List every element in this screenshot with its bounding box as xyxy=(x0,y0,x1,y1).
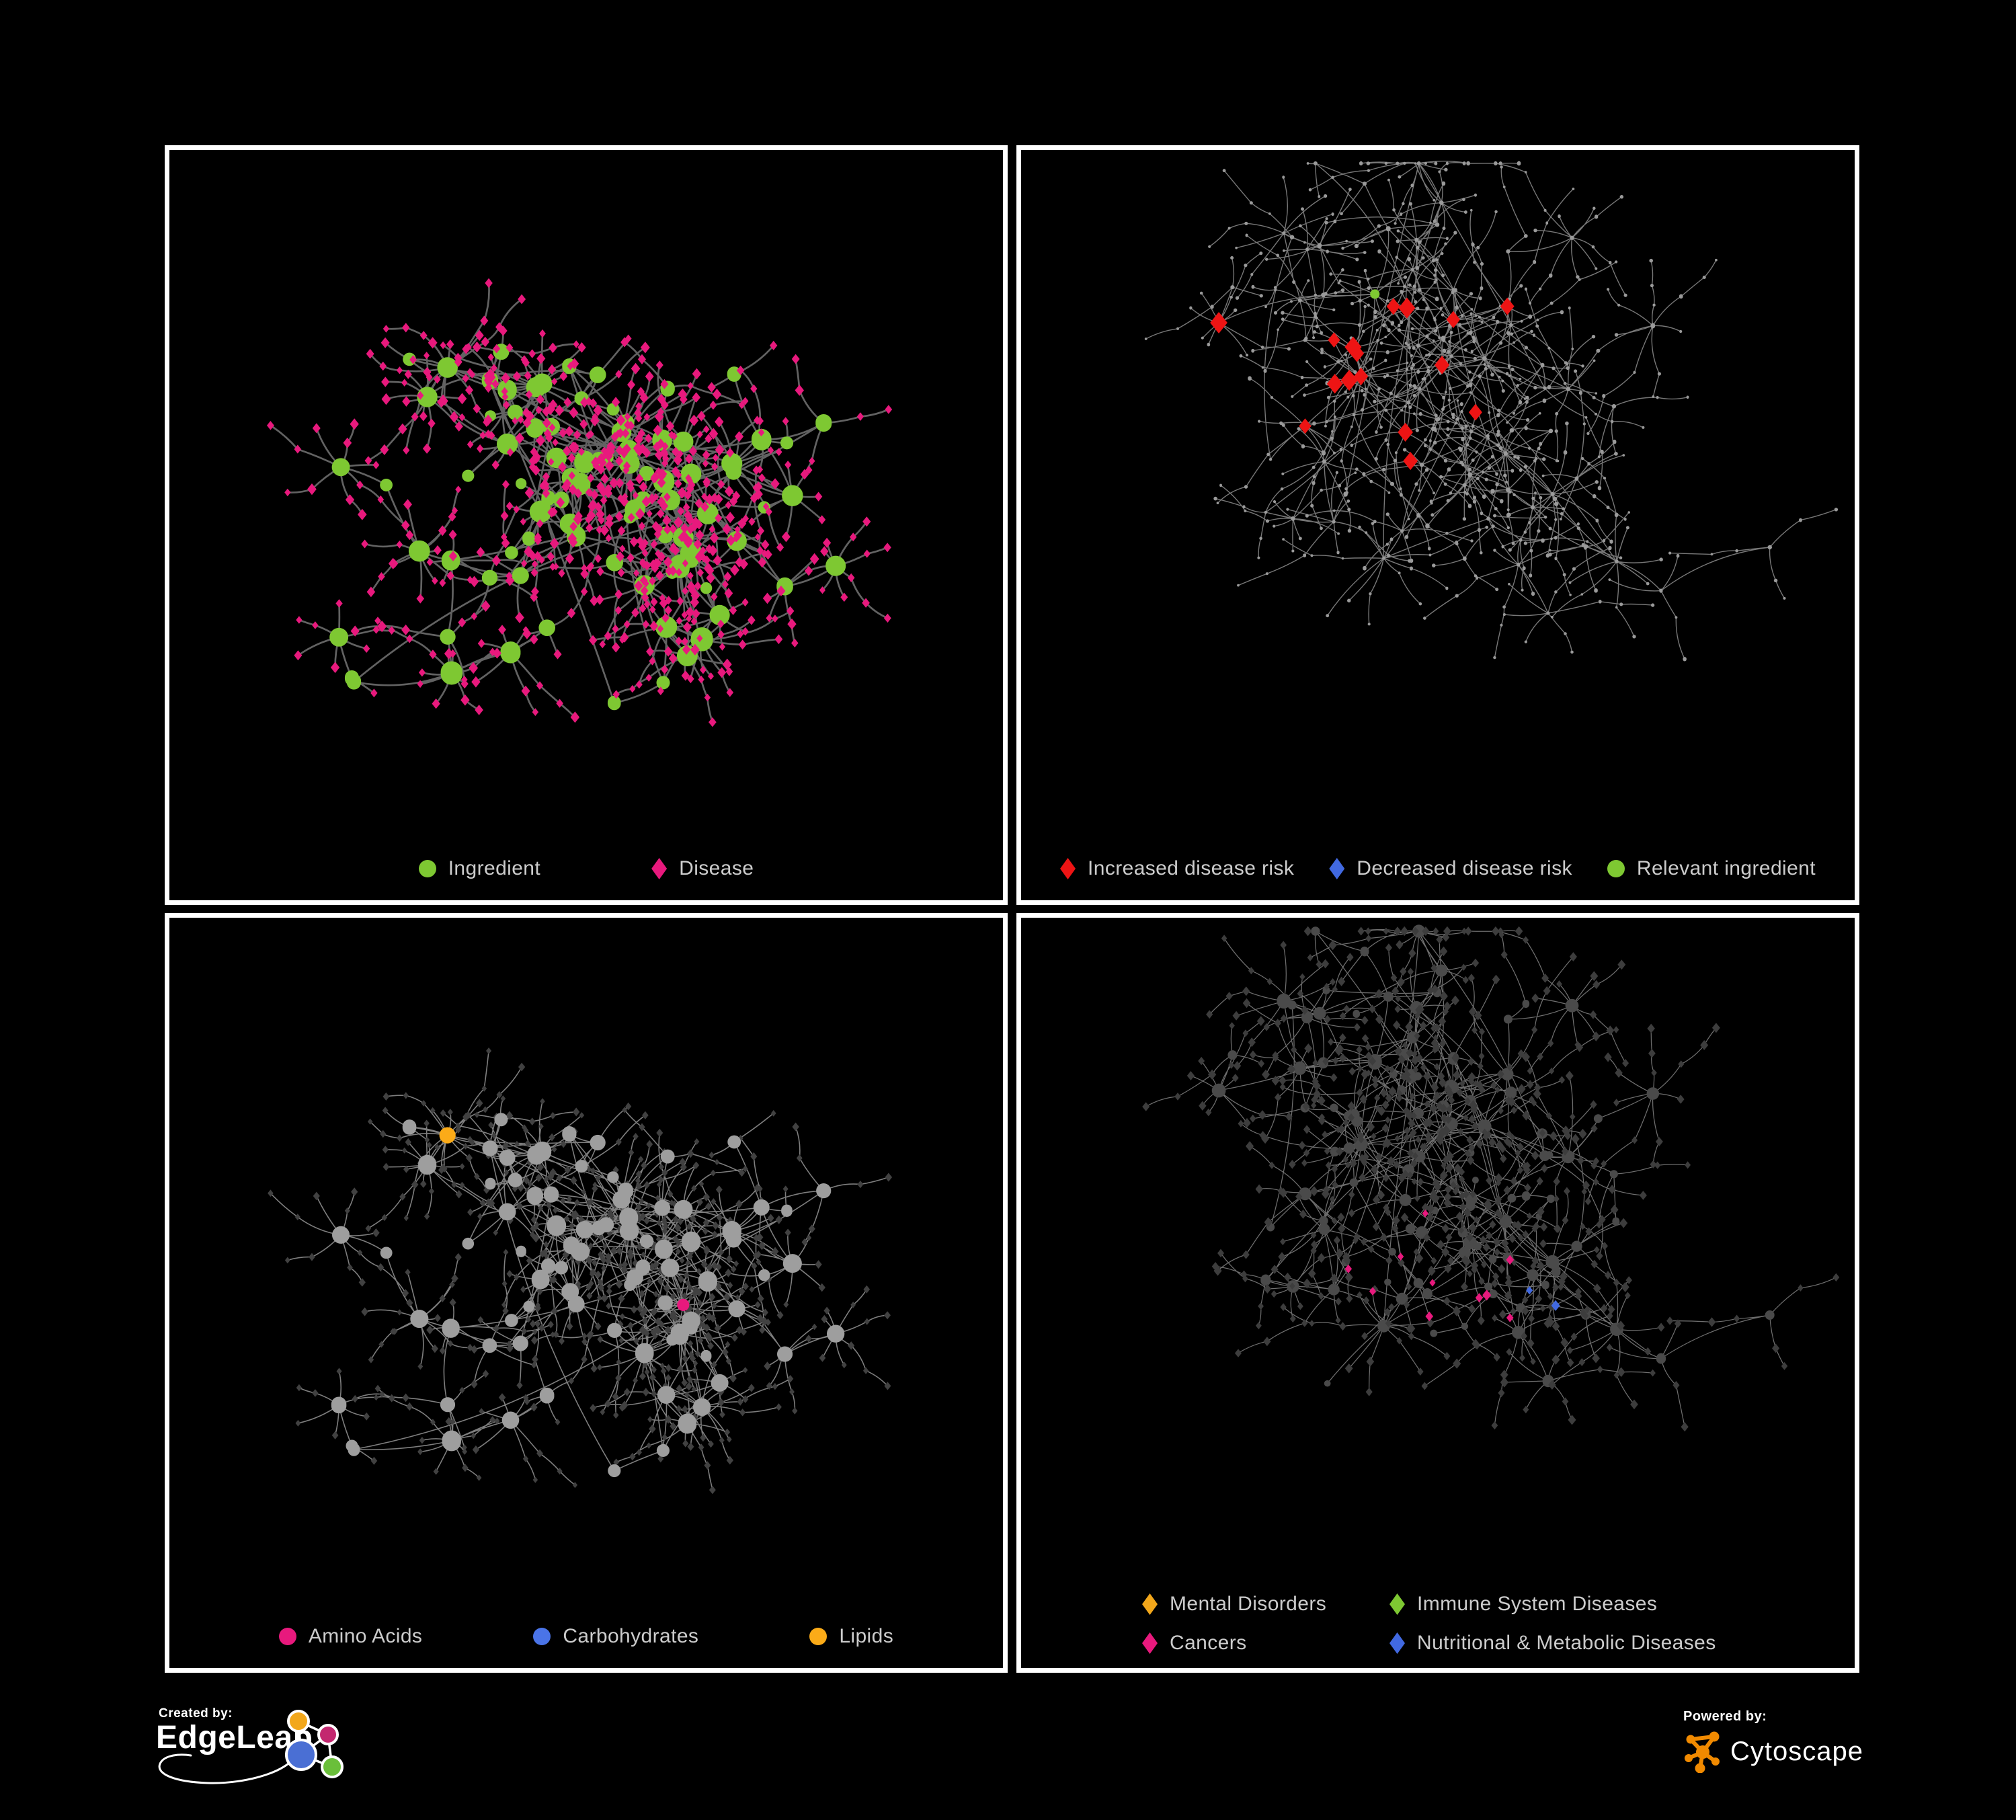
edgeleap-node-magenta xyxy=(317,1724,339,1745)
legend-item: Disease xyxy=(651,857,754,880)
panel-ingredient-disease: Ingredient Disease xyxy=(165,145,1008,905)
legend-swatch-circle xyxy=(1607,860,1625,877)
cytoscape-icon xyxy=(1685,1731,1720,1773)
legend-label: Cancers xyxy=(1170,1632,1247,1654)
legend-label: Disease xyxy=(679,857,754,879)
disease-classes-network-graph xyxy=(1142,924,1840,1432)
edgeleap-node-orange xyxy=(287,1710,310,1733)
cytoscape-wordmark: Cytoscape xyxy=(1730,1736,1863,1766)
legend-label: Increased disease risk xyxy=(1088,857,1295,879)
legend-item: Lipids xyxy=(809,1625,893,1648)
legend-swatch-circle xyxy=(278,1628,296,1645)
legend-item: Carbohydrates xyxy=(533,1625,698,1648)
disease-classes-legend: Mental Disorders Immune System Diseases Ca… xyxy=(1142,1593,1716,1655)
disease-risk-legend: Increased disease risk Decreased disease … xyxy=(1021,857,1855,880)
ingredient-disease-network-graph xyxy=(267,278,893,727)
legend-item: Decreased disease risk xyxy=(1329,857,1572,880)
edgeleap-credit: Created by: EdgeLeap xyxy=(156,1706,358,1801)
legend-item: Nutritional & Metabolic Diseases xyxy=(1389,1632,1716,1655)
cytoscape-credit: Powered by: Cytoscape xyxy=(1683,1709,1871,1773)
legend-swatch-circle xyxy=(809,1628,828,1645)
legend-swatch-diamond xyxy=(651,858,668,879)
legend-label: Amino Acids xyxy=(308,1625,423,1647)
legend-swatch-circle xyxy=(418,860,436,877)
legend-swatch-diamond xyxy=(1142,1593,1158,1615)
ingredient-classes-legend: Amino Acids Carbohydrates Lipids xyxy=(169,1625,1003,1648)
panel-disease-risk: Increased disease risk Decreased disease … xyxy=(1016,145,1859,905)
legend-swatch-diamond xyxy=(1060,858,1076,879)
edgeleap-swoosh-graphic xyxy=(158,1744,300,1784)
disease-risk-network-graph xyxy=(1144,160,1839,662)
legend-label: Ingredient xyxy=(448,857,541,879)
powered-by-label: Powered by: xyxy=(1683,1709,1767,1724)
legend-swatch-diamond xyxy=(1389,1632,1405,1654)
legend-label: Mental Disorders xyxy=(1170,1593,1327,1615)
created-by-label: Created by: xyxy=(159,1706,233,1720)
legend-swatch-diamond xyxy=(1329,858,1345,879)
legend-item: Cancers xyxy=(1142,1632,1389,1655)
panel-ingredient-classes: Amino Acids Carbohydrates Lipids xyxy=(165,913,1008,1673)
legend-item: Ingredient xyxy=(418,857,541,880)
legend-swatch-circle xyxy=(533,1628,551,1645)
legend-label: Lipids xyxy=(839,1625,894,1647)
legend-swatch-diamond xyxy=(1142,1632,1158,1654)
legend-label: Decreased disease risk xyxy=(1357,857,1572,879)
legend-item: Immune System Diseases xyxy=(1389,1593,1716,1616)
edgeleap-logo-graphic xyxy=(285,1710,344,1778)
ingredient-disease-legend: Ingredient Disease xyxy=(169,857,1003,880)
legend-item: Mental Disorders xyxy=(1142,1593,1389,1616)
ingredient-classes-network-graph xyxy=(268,1047,893,1495)
legend-item: Relevant ingredient xyxy=(1607,857,1816,880)
legend-label: Nutritional & Metabolic Diseases xyxy=(1417,1632,1716,1654)
legend-label: Relevant ingredient xyxy=(1636,857,1816,879)
edgeleap-node-blue xyxy=(285,1739,317,1771)
panel-disease-classes: Mental Disorders Immune System Diseases Ca… xyxy=(1016,913,1859,1673)
legend-label: Carbohydrates xyxy=(563,1625,699,1647)
legend-label: Immune System Diseases xyxy=(1417,1593,1658,1615)
edgeleap-node-green xyxy=(321,1755,344,1778)
legend-item: Increased disease risk xyxy=(1060,857,1294,880)
legend-item: Amino Acids xyxy=(278,1625,423,1648)
legend-swatch-diamond xyxy=(1389,1593,1405,1615)
